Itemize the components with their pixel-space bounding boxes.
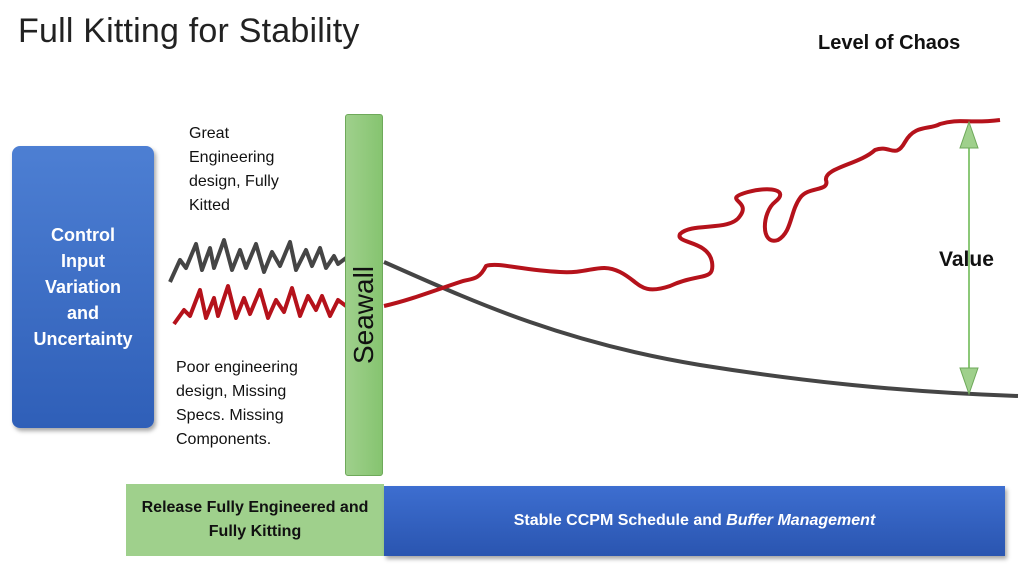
stable-schedule-box: Stable CCPM Schedule and Buffer Manageme…: [384, 486, 1005, 556]
level-of-chaos-label: Level of Chaos: [818, 32, 961, 54]
seawall-bar: Seawall: [345, 114, 383, 476]
seawall-label: Seawall: [348, 265, 379, 365]
stable-text-italic: Buffer Management: [726, 512, 876, 529]
release-text: Release Fully Engineered and Fully Kitti…: [141, 499, 369, 540]
stable-text-plain: Stable CCPM Schedule and: [513, 512, 727, 529]
gray-stable-curve: [383, 260, 1019, 398]
release-box: Release Fully Engineered and Fully Kitti…: [126, 484, 384, 556]
gray-chaos-line-left: [168, 238, 348, 283]
value-arrow-head-bottom: [959, 367, 979, 396]
great-engineering-note: Great Engineering design, Fully Kitted: [189, 125, 279, 214]
stable-schedule-text: Stable CCPM Schedule and Buffer Manageme…: [514, 512, 876, 530]
poor-engineering-note: Poor engineering design, Missing Specs. …: [176, 359, 298, 448]
red-chaos-line-left: [172, 284, 348, 326]
value-label: Value: [939, 248, 994, 271]
control-input-box: Control Input Variation and Uncertainty: [12, 146, 154, 428]
control-input-text: Control Input Variation and Uncertainty: [33, 225, 133, 349]
value-arrow-head-top: [959, 120, 979, 149]
red-chaos-line-right: [383, 118, 1001, 308]
page-title: Full Kitting for Stability: [18, 12, 360, 50]
